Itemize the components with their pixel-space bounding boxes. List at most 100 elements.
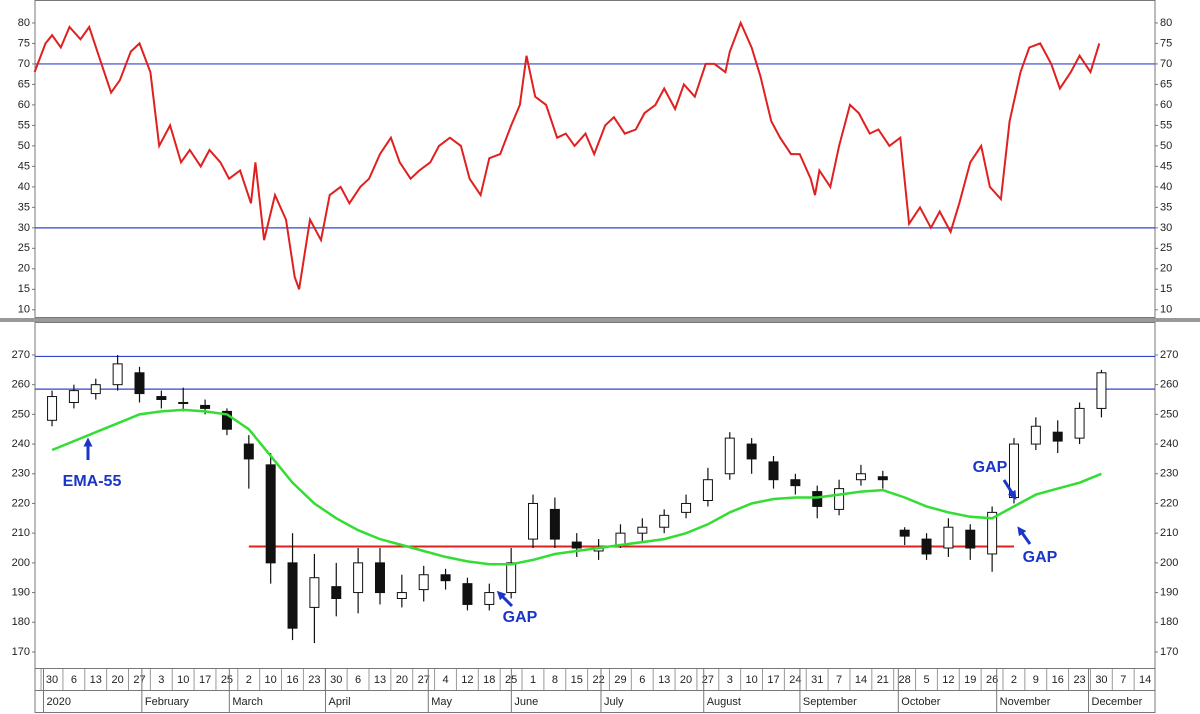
y-tick-label: 25 [18, 242, 30, 254]
candle-body [659, 514, 670, 528]
x-tick-label: 20 [112, 674, 124, 686]
candle-body [134, 372, 145, 395]
candle-body [396, 592, 407, 600]
annotation: GAP [503, 609, 538, 626]
candle-body [812, 491, 823, 507]
x-tick-label: 20 [396, 674, 408, 686]
y-tick-label: 220 [12, 497, 30, 509]
candle-body [156, 396, 167, 401]
candle-body [462, 583, 473, 605]
candle-body [965, 529, 976, 549]
arrow [1002, 479, 1017, 500]
x-tick-label: 16 [1052, 674, 1064, 686]
x-tick-label: 5 [923, 674, 929, 686]
candle-body [440, 574, 451, 582]
x-tick-label: 26 [986, 674, 998, 686]
x-tick-label: 30 [46, 674, 58, 686]
month-label: November [1000, 696, 1051, 708]
candle-body [855, 473, 866, 481]
month-label: 2020 [46, 696, 70, 708]
y-tick-label: 40 [18, 181, 30, 193]
candle-body [790, 479, 801, 487]
candle-body [484, 592, 495, 605]
candle-body [112, 363, 123, 386]
candle-body [637, 526, 648, 534]
candle-body [702, 479, 713, 501]
x-tick-label: 27 [133, 674, 145, 686]
y-tick-label: 25 [1160, 242, 1172, 254]
y-tick-label: 20 [1160, 263, 1172, 275]
candle-body [615, 532, 626, 546]
month-label: December [1092, 696, 1143, 708]
month-label: July [604, 696, 624, 708]
x-tick-label: 6 [639, 674, 645, 686]
month-label: August [707, 696, 741, 708]
y-tick-label: 45 [1160, 160, 1172, 172]
candle-body [68, 390, 79, 403]
y-tick-label: 20 [18, 263, 30, 275]
x-tick-label: 17 [767, 674, 779, 686]
x-tick-label: 13 [90, 674, 102, 686]
candle-body [178, 401, 189, 404]
x-tick-label: 31 [811, 674, 823, 686]
y-tick-label: 260 [12, 379, 30, 391]
candle-body [943, 526, 954, 549]
candle-body [1052, 431, 1063, 442]
candle-body [265, 464, 276, 564]
rsi-line [33, 20, 1101, 290]
y-tick-label: 180 [12, 616, 30, 628]
annotation-arrows [83, 437, 1032, 608]
y-tick-label: 220 [1160, 497, 1178, 509]
y-tick-label: 35 [1160, 201, 1172, 213]
candle-body [374, 562, 385, 594]
rsi-frame [34, 0, 1156, 318]
x-tick-label: 1 [530, 674, 536, 686]
y-tick-label: 180 [1160, 616, 1178, 628]
y-tick-label: 60 [18, 99, 30, 111]
y-tick-label: 200 [12, 557, 30, 569]
x-tick-label: 15 [571, 674, 583, 686]
x-tick-label: 4 [443, 674, 449, 686]
month-label: October [901, 696, 940, 708]
arrow [1017, 526, 1032, 545]
x-tick-label: 18 [483, 674, 495, 686]
y-tick-label: 15 [18, 283, 30, 295]
y-tick-label: 65 [1160, 78, 1172, 90]
candle-body [418, 574, 429, 591]
candle-body [287, 562, 298, 629]
x-tick-label: 23 [308, 674, 320, 686]
candle-body [921, 538, 932, 555]
y-tick-label: 270 [12, 349, 30, 361]
y-tick-label: 50 [18, 140, 30, 152]
x-tick-label: 6 [355, 674, 361, 686]
y-tick-label: 55 [18, 119, 30, 131]
x-tick-label: 12 [461, 674, 473, 686]
y-tick-label: 30 [1160, 222, 1172, 234]
x-tick-label: 7 [836, 674, 842, 686]
x-tick-label: 3 [158, 674, 164, 686]
y-tick-label: 10 [1160, 304, 1172, 316]
candle-body [877, 476, 888, 481]
y-tick-label: 15 [1160, 283, 1172, 295]
ema-line [51, 408, 1102, 566]
y-tick-label: 75 [1160, 37, 1172, 49]
y-tick-label: 250 [12, 408, 30, 420]
y-tick-label: 50 [1160, 140, 1172, 152]
y-tick-label: 80 [18, 17, 30, 29]
x-tick-label: 12 [942, 674, 954, 686]
candle-body [221, 410, 232, 430]
candle-body [899, 529, 910, 537]
x-tick-label: 27 [702, 674, 714, 686]
y-tick-label: 200 [1160, 557, 1178, 569]
candle-body [549, 508, 560, 540]
x-tick-label: 29 [614, 674, 626, 686]
month-label: April [329, 696, 351, 708]
x-tick-label: 30 [1095, 674, 1107, 686]
candle-body [528, 502, 539, 540]
y-tick-label: 240 [1160, 438, 1178, 450]
candle-body [331, 586, 342, 600]
y-tick-label: 190 [12, 586, 30, 598]
candle-body [746, 443, 757, 460]
candle-body [90, 384, 101, 395]
x-tick-label: 13 [374, 674, 386, 686]
